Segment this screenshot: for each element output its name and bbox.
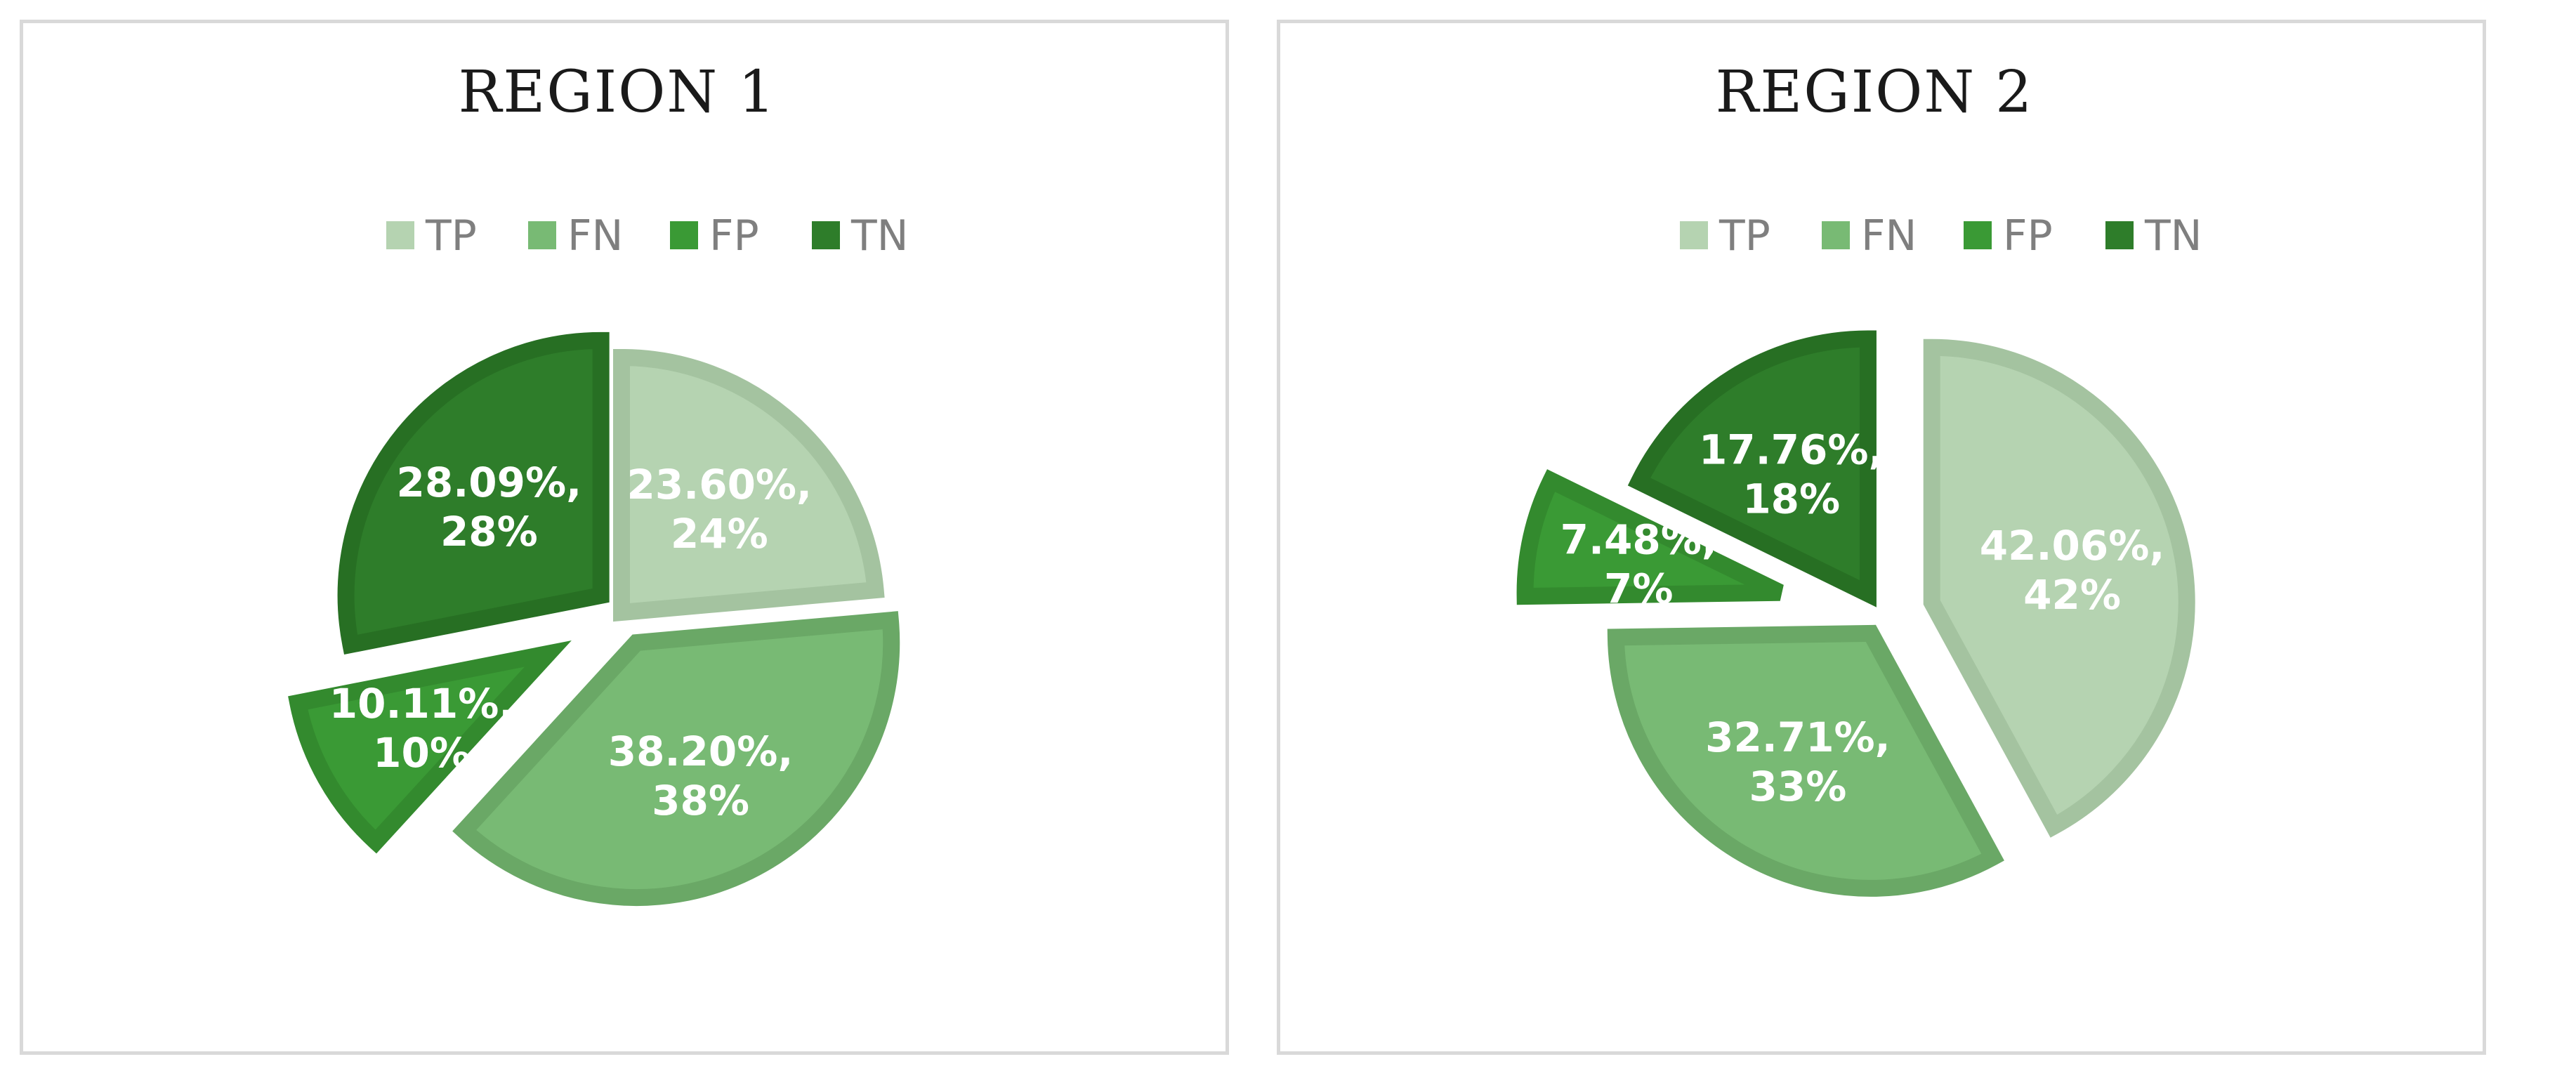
legend-label-tp: TP xyxy=(1719,211,1770,261)
data-labels: 42.06%, 42%32.71%, 33%7.48%, 7%17.76%, 18% xyxy=(1560,426,2165,810)
legend-item-tp: TP xyxy=(1680,211,1770,261)
legend-label-tn: TN xyxy=(2144,211,2202,261)
legend-swatch-fn xyxy=(528,221,556,249)
data-label-fn: 38.20%, 38% xyxy=(608,728,794,824)
pie-slice-fn xyxy=(452,611,900,907)
data-label-fn-line-2: 38% xyxy=(652,777,749,824)
legend-label-fn: FN xyxy=(567,211,623,261)
legend-label-fn: FN xyxy=(1861,211,1917,261)
legend-label-tn: TN xyxy=(850,211,909,261)
data-label-fn-line-1: 38.20%, xyxy=(608,728,794,775)
legend-swatch-tn xyxy=(812,221,840,249)
legend-item-fp: FP xyxy=(1964,211,2053,261)
data-label-fn: 32.71%, 33% xyxy=(1705,714,1891,810)
legend-swatch-tn xyxy=(2105,221,2134,249)
data-label-fp: 10.11%, 10% xyxy=(329,680,515,777)
pie-slice-tp xyxy=(1923,338,2195,838)
data-label-fp: 7.48%, 7% xyxy=(1560,516,1717,613)
pie-slice-fn xyxy=(1607,624,2004,897)
pie-slices xyxy=(1516,330,2195,897)
data-label-fp-line-1: 7.48%, xyxy=(1560,516,1717,564)
chart-panel-region-2: REGION 2 TP FN FP TN 42.06%, 42% 32.71%, 33% 7.… xyxy=(1277,20,2486,1055)
chart-title: REGION 2 xyxy=(1716,59,2034,126)
legend-swatch-tp xyxy=(1680,221,1708,249)
data-label-tp: 23.60%, 24% xyxy=(626,461,812,558)
legend-item-tn: TN xyxy=(812,211,909,261)
data-label-tp-line-1: 42.06%, xyxy=(1980,522,2165,570)
pie-slices xyxy=(288,331,900,907)
legend-swatch-fp xyxy=(1964,221,1992,249)
legend-label-tp: TP xyxy=(425,211,477,261)
data-label-tn-line-2: 18% xyxy=(1742,475,1840,522)
data-label-tp: 42.06%, 42% xyxy=(1980,522,2165,619)
pie-slice-tn xyxy=(1627,330,1877,607)
data-label-fn-line-1: 32.71%, xyxy=(1705,714,1891,761)
data-labels: 23.60%, 24% 38.20%, 38% 10.11%, 10% 28.09%, 28% xyxy=(329,459,812,824)
chart-panel-region-1: REGION 1 TP FN FP TN 23.60%, 24% 38.20%, 38% 10… xyxy=(20,20,1229,1055)
data-label-tn-line-2: 28% xyxy=(440,508,538,556)
pie-slice-fp xyxy=(288,640,572,854)
pie-slice-tp xyxy=(613,348,885,622)
legend-item-fp: FP xyxy=(670,211,759,261)
pie-slice-tn xyxy=(337,331,610,655)
chart-legend: TP FN FP TN xyxy=(386,211,909,261)
data-label-tn-line-1: 28.09%, xyxy=(397,459,582,506)
legend-swatch-fp xyxy=(670,221,698,249)
chart-legend: TP FN FP TN xyxy=(1680,211,2202,261)
legend-swatch-fn xyxy=(1822,221,1850,249)
data-label-tp-line-2: 24% xyxy=(671,510,768,558)
data-label-tn: 28.09%, 28% xyxy=(397,459,582,556)
legend-item-fn: FN xyxy=(528,211,623,261)
legend-swatch-tp xyxy=(386,221,414,249)
legend-label-fp: FP xyxy=(709,211,759,261)
data-label-fp-line-2: 10% xyxy=(373,729,471,777)
data-label-fp-line-1: 10.11%, xyxy=(329,680,515,728)
legend-item-fn: FN xyxy=(1822,211,1917,261)
pie-chart-region-2: REGION 2 TP FN FP TN 42.06%, 42% 32.71%, 33% 7.… xyxy=(1516,59,2202,897)
pie-slice-fp xyxy=(1516,469,1784,605)
legend-item-tp: TP xyxy=(386,211,477,261)
pie-chart-region-1: REGION 1 TP FN FP TN 23.60%, 24% 38.20%, 38% 10… xyxy=(288,59,909,907)
data-label-fp-line-2: 7% xyxy=(1604,565,1673,613)
legend-item-tn: TN xyxy=(2105,211,2202,261)
data-label-tp-line-2: 42% xyxy=(2023,571,2121,619)
data-label-tn-line-1: 17.76%, xyxy=(1699,426,1884,473)
data-label-tn: 17.76%, 18% xyxy=(1699,426,1884,522)
data-label-tp-line-1: 23.60%, xyxy=(626,461,812,508)
legend-label-fp: FP xyxy=(2003,211,2053,261)
data-label-fn-line-2: 33% xyxy=(1749,763,1846,810)
chart-title: REGION 1 xyxy=(459,59,777,126)
